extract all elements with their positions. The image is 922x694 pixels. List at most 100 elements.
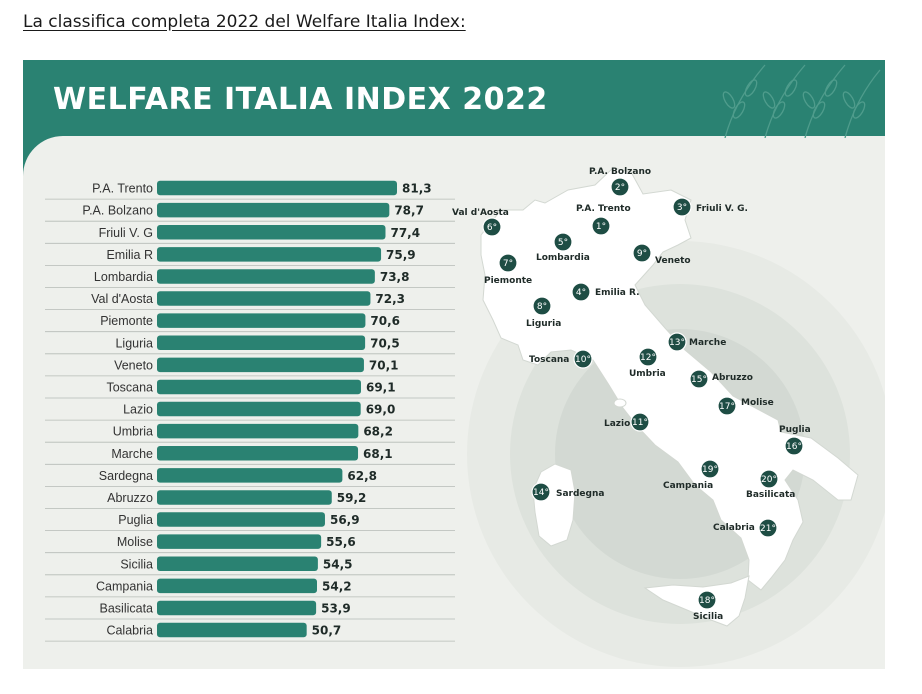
rank-number: 12°	[640, 353, 656, 363]
rank-marker	[531, 482, 551, 502]
value-label: 53,9	[321, 601, 351, 615]
value-label: 69,1	[366, 380, 396, 394]
page-heading: La classifica completa 2022 del Welfare …	[23, 12, 466, 32]
rank-marker	[632, 243, 652, 263]
region-label: Sardegna	[556, 489, 604, 499]
category-label: Sardegna	[99, 469, 153, 483]
bar	[157, 512, 325, 527]
region-label: P.A. Trento	[576, 204, 631, 214]
bar	[157, 291, 371, 306]
region-label: Marche	[689, 338, 726, 348]
rank-number: 5°	[558, 238, 568, 248]
rank-marker	[630, 412, 650, 432]
rank-marker	[573, 349, 593, 369]
rank-marker	[482, 217, 502, 237]
rank-marker	[638, 347, 658, 367]
value-label: 62,8	[347, 469, 377, 483]
category-label: Lazio	[123, 403, 153, 417]
region-label: Calabria	[713, 523, 755, 533]
bar	[157, 313, 366, 328]
category-label: Emilia R	[106, 248, 153, 262]
value-label: 81,3	[402, 182, 432, 196]
category-label: Puglia	[118, 513, 153, 527]
category-label: Veneto	[114, 358, 153, 372]
region-label: Sicilia	[693, 612, 723, 622]
rank-number: 8°	[537, 302, 547, 312]
category-label: P.A. Trento	[92, 182, 153, 196]
rank-number: 16°	[786, 442, 802, 452]
leaf-decoration	[722, 64, 881, 138]
value-label: 59,2	[337, 491, 367, 505]
rank-marker	[610, 177, 630, 197]
rank-marker	[759, 469, 779, 489]
category-label: Abruzzo	[107, 491, 153, 505]
rank-number: 1°	[596, 222, 606, 232]
bar	[157, 379, 361, 395]
rank-number: 21°	[760, 524, 776, 534]
infographic-panel: WELFARE ITALIA INDEX 2022 P.A. Trento 81,…	[23, 60, 885, 669]
value-label: 78,7	[394, 204, 424, 218]
value-label: 54,5	[323, 557, 353, 571]
value-label: 69,0	[366, 403, 396, 417]
region-label: Molise	[741, 398, 774, 408]
bar	[157, 225, 386, 240]
rank-number: 11°	[632, 418, 648, 428]
rank-marker	[591, 216, 611, 236]
bar	[157, 578, 317, 594]
rank-marker	[667, 332, 687, 352]
banner-curve	[23, 136, 885, 176]
rank-number: 3°	[677, 203, 687, 213]
bar	[157, 269, 375, 284]
category-label: Lombardia	[94, 270, 153, 284]
category-label: Campania	[96, 579, 153, 593]
region-label: Campania	[663, 481, 713, 491]
bar	[157, 600, 317, 616]
region-label: Toscana	[529, 355, 569, 365]
rank-marker	[498, 253, 518, 273]
region-label: Puglia	[779, 425, 811, 435]
bar	[157, 423, 359, 439]
category-label: Marche	[111, 447, 153, 461]
region-label: Emilia R.	[595, 288, 640, 298]
rank-marker	[532, 296, 552, 316]
bar-chart: P.A. Trento 81,3 P.A. Bolzano 78,7 Friuli V.…	[45, 180, 455, 642]
rank-number: 15°	[691, 375, 707, 385]
value-label: 54,2	[322, 579, 352, 593]
rank-number: 10°	[575, 355, 591, 365]
region-label: Basilicata	[746, 490, 795, 500]
category-label: Sicilia	[120, 557, 153, 571]
region-label: P.A. Bolzano	[589, 167, 651, 177]
region-label: Abruzzo	[712, 373, 753, 383]
region-label: Veneto	[655, 256, 691, 266]
value-label: 70,1	[369, 358, 399, 372]
region-label: Lazio	[604, 419, 630, 429]
bar	[157, 490, 332, 505]
category-label: Umbria	[113, 425, 153, 439]
rank-number: 9°	[637, 249, 647, 259]
italy-map: 2° P.A. Bolzano 1° P.A. Trento 3° Friuli V. G…	[452, 167, 885, 667]
region-label: Piemonte	[484, 276, 532, 286]
bar	[157, 401, 361, 417]
value-label: 55,6	[326, 535, 356, 549]
region-label: Umbria	[629, 369, 666, 379]
category-label: Calabria	[106, 624, 153, 638]
category-label: Basilicata	[100, 601, 154, 615]
rank-number: 14°	[533, 488, 549, 498]
rank-number: 6°	[487, 223, 497, 233]
value-label: 75,9	[386, 248, 416, 262]
rank-marker	[717, 396, 737, 416]
value-label: 68,1	[363, 447, 393, 461]
value-label: 77,4	[390, 226, 420, 240]
rank-number: 20°	[761, 475, 777, 485]
infographic-title: WELFARE ITALIA INDEX 2022	[53, 82, 548, 117]
bar	[157, 446, 359, 461]
rank-marker	[758, 518, 778, 538]
category-label: Toscana	[106, 380, 153, 394]
value-label: 68,2	[363, 425, 393, 439]
value-label: 70,6	[370, 314, 400, 328]
rank-marker	[553, 232, 573, 252]
bar	[157, 202, 390, 218]
rank-marker	[697, 590, 717, 610]
map-markers: 2° P.A. Bolzano 1° P.A. Trento 3° Friuli V. G…	[452, 167, 811, 622]
rank-marker	[689, 369, 709, 389]
